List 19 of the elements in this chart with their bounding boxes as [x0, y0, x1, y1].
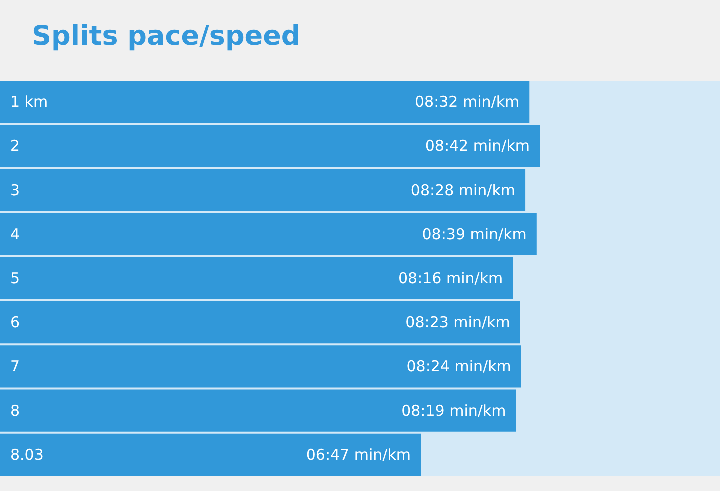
- y-tick-label: 2: [10, 137, 20, 156]
- y-tick-label: 1 km: [10, 93, 48, 112]
- y-tick-label: 7: [10, 358, 20, 376]
- data-label: 08:28 min/km: [410, 181, 516, 200]
- data-label: 08:16 min/km: [398, 270, 504, 288]
- y-tick-label: 8.03: [10, 446, 44, 464]
- y-tick-label: 4: [10, 225, 20, 244]
- y-tick-label: 8: [10, 402, 20, 420]
- data-label: 06:47 min/km: [306, 446, 412, 464]
- data-label: 08:23 min/km: [406, 314, 510, 332]
- data-label: 08:24 min/km: [406, 358, 512, 376]
- y-tick-label: 3: [10, 181, 20, 200]
- y-tick-label: 6: [10, 314, 20, 332]
- data-label: 08:42 min/km: [425, 137, 530, 156]
- data-label: 08:39 min/km: [422, 225, 527, 244]
- data-label: 08:32 min/km: [414, 93, 520, 112]
- data-label: 08:19 min/km: [402, 402, 506, 420]
- y-tick-label: 5: [10, 270, 20, 288]
- chart-title: Splits pace/speed: [32, 21, 301, 52]
